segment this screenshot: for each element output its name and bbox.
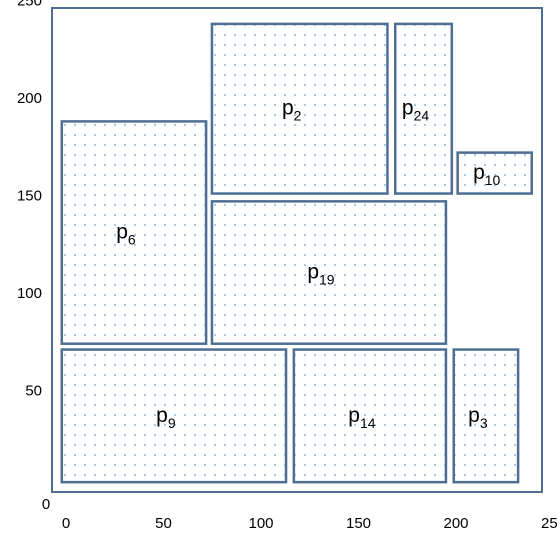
piece-p6: p6 [60,120,208,345]
piece-p2: p2 [210,22,389,195]
y-tick-label-150: 150 [17,188,42,205]
origin-label: 0 [42,496,50,513]
piece-p6-subscript: 6 [128,232,136,248]
y-tick-label-50: 50 [25,383,42,400]
piece-p19-rect [210,200,448,345]
piece-p14-rect [292,348,448,484]
piece-p3-rect [452,348,520,484]
piece-p2-subscript: 2 [294,108,302,124]
piece-p3: p3 [452,348,520,484]
piece-p9: p9 [60,348,288,484]
piece-p9-subscript: 9 [168,415,176,431]
y-axis-ticks: 50 100 150 200 250 [17,0,42,400]
y-tick-label-200: 200 [17,90,42,107]
piece-p3-subscript: 3 [480,415,488,431]
x-tick-label-150: 150 [346,515,371,532]
piece-p24: p24 [394,22,454,195]
piece-p6-rect [60,120,208,345]
piece-p10: p10 [456,151,533,195]
y-tick-label-250: 250 [17,0,42,10]
piece-p9-rect [60,348,288,484]
piece-p10-subscript: 10 [485,172,501,188]
piece-p10-rect [456,151,533,195]
x-tick-label-250: 250 [541,515,557,532]
piece-p19-subscript: 19 [319,272,335,288]
piece-p2-rect [210,22,389,195]
piece-p14: p14 [292,348,448,484]
plot-frame [51,7,543,493]
x-axis-ticks: 0 50 100 150 200 250 [62,515,557,532]
x-tick-label-200: 200 [443,515,468,532]
piece-p19: p19 [210,200,448,345]
y-tick-label-100: 100 [17,285,42,302]
x-tick-label-100: 100 [248,515,273,532]
piece-p24-subscript: 24 [414,108,430,124]
piece-p24-rect [394,22,454,195]
x-tick-label-50: 50 [155,515,172,532]
piece-p14-subscript: 14 [360,415,376,431]
x-tick-label-0: 0 [62,515,70,532]
